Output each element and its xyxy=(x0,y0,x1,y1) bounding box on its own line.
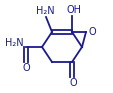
Text: O: O xyxy=(69,78,76,88)
Text: H₂N: H₂N xyxy=(5,38,24,48)
Text: O: O xyxy=(22,63,30,73)
Text: H₂N: H₂N xyxy=(35,6,54,16)
Text: O: O xyxy=(88,27,96,37)
Text: OH: OH xyxy=(66,5,81,15)
